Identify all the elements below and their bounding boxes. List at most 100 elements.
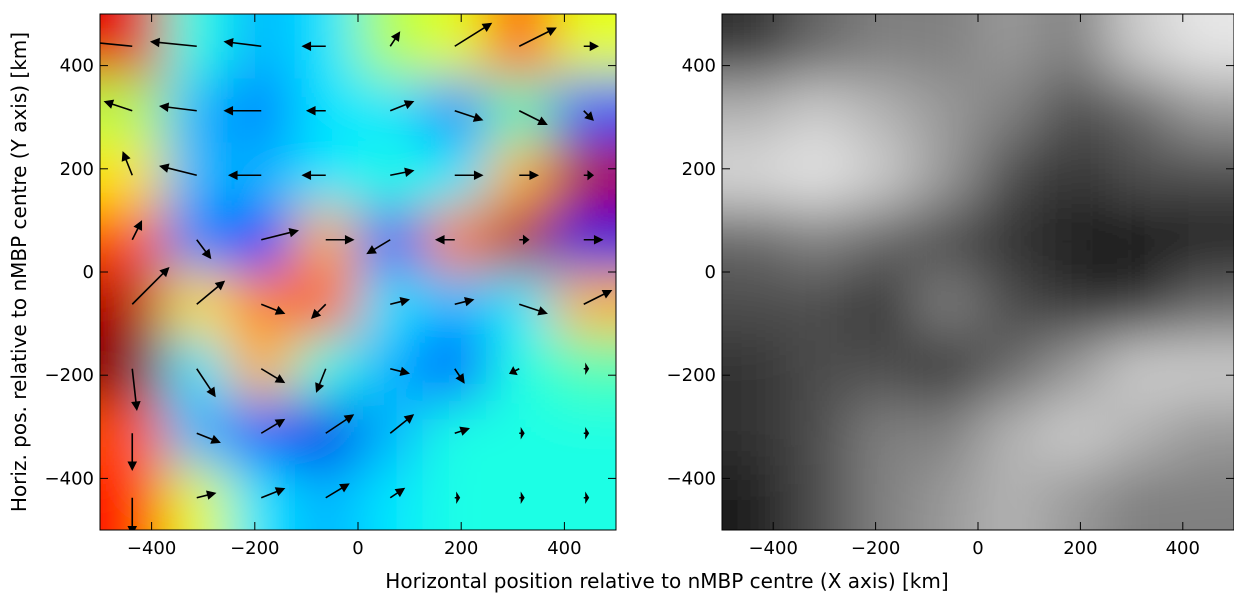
quiver-arrow — [454, 368, 465, 384]
quiver-arrow — [196, 432, 221, 444]
plot-area — [100, 14, 616, 530]
quiver-arrow — [121, 151, 133, 176]
quiver-arrow — [454, 296, 475, 307]
quiver-arrow — [196, 490, 217, 500]
quiver-arrow — [149, 37, 197, 48]
heatmap-cell — [1106, 272, 1170, 337]
quiver-arrow — [260, 487, 286, 499]
heatmap-cell — [722, 272, 786, 337]
y-tick-label: 0 — [705, 262, 716, 283]
quiver-arrow — [223, 37, 262, 48]
quiver-arrow — [434, 234, 455, 245]
heatmap-cell — [100, 78, 165, 143]
heatmap-cell — [1170, 272, 1234, 337]
heatmap-cell — [914, 14, 978, 79]
heatmap-cell — [1170, 207, 1234, 272]
x-axis-label: Horizontal position relative to nMBP cen… — [385, 569, 948, 593]
heatmap-cell — [1106, 336, 1170, 401]
quiver-arrow — [159, 163, 197, 177]
quiver-arrow — [301, 41, 326, 52]
quiver-arrow — [103, 99, 133, 112]
y-tick-label: −400 — [667, 468, 716, 489]
heatmap-cell — [1170, 143, 1234, 208]
quiver-arrow — [158, 102, 197, 112]
x-tick-label: −200 — [230, 538, 279, 559]
quiver-arrow — [227, 170, 262, 181]
quiver-arrow — [454, 22, 493, 47]
heatmap-cell — [551, 143, 616, 208]
heatmap-cell — [978, 14, 1042, 79]
heatmap-cell — [1042, 465, 1106, 530]
x-tick-label: 400 — [547, 538, 581, 559]
quiver-arrow — [325, 234, 355, 245]
x-tick-label: −400 — [127, 538, 176, 559]
heatmap-cell — [914, 465, 978, 530]
y-axis-label: Horiz. pos. relative to nMBP centre (Y a… — [7, 32, 31, 512]
heatmap — [100, 14, 616, 530]
heatmap-cell — [100, 401, 165, 466]
quiver-arrow — [583, 41, 599, 52]
quiver-arrow — [366, 239, 391, 255]
quiver-arrow — [583, 170, 595, 181]
heatmap-cell — [551, 78, 616, 143]
heatmap-cell — [722, 336, 786, 401]
quiver-arrow — [260, 303, 286, 315]
quiver-arrow — [196, 368, 216, 398]
heatmap-cell — [850, 14, 914, 79]
quiver-arrow — [310, 303, 327, 320]
heatmap-cell — [914, 401, 978, 466]
heatmap-cell — [487, 14, 552, 79]
heatmap-cell — [422, 14, 487, 79]
quiver-arrow — [583, 427, 590, 440]
heatmap-cell — [722, 465, 786, 530]
heatmap-cell — [850, 143, 914, 208]
quiver-arrow — [127, 497, 138, 530]
quiver-arrow — [301, 170, 326, 181]
quiver-arrow — [389, 31, 401, 47]
x-tick-label: 400 — [1166, 538, 1200, 559]
y-tick-label: 400 — [60, 56, 94, 77]
quiver-arrow — [519, 491, 525, 504]
heatmap-cell — [551, 272, 616, 337]
x-tick-label: 0 — [352, 538, 363, 559]
heatmap-cell — [850, 401, 914, 466]
heatmap-cell — [978, 207, 1042, 272]
heatmap-cell — [786, 14, 850, 79]
y-tick-label: 200 — [60, 159, 94, 180]
heatmap-cell — [786, 207, 850, 272]
quiver-arrow — [389, 487, 406, 499]
heatmap-cell — [850, 207, 914, 272]
heatmap-cell — [914, 336, 978, 401]
quiver-arrow — [518, 27, 557, 47]
x-tick-label: 0 — [972, 538, 983, 559]
quiver-arrow — [260, 368, 286, 384]
quiver-arrow — [583, 289, 613, 305]
quiver-arrow — [583, 234, 604, 245]
heatmap-cell — [914, 78, 978, 143]
quiver-arrow — [315, 368, 327, 393]
heatmap-cell — [850, 465, 914, 530]
heatmap-cell — [722, 14, 786, 79]
heatmap-cell — [786, 143, 850, 208]
heatmap-cell — [722, 143, 786, 208]
heatmap-cell — [978, 272, 1042, 337]
heatmap-cell — [722, 401, 786, 466]
heatmap-cell — [1170, 78, 1234, 143]
quiver-arrow — [583, 362, 590, 375]
heatmap-cell — [914, 143, 978, 208]
heatmap-cell — [1106, 14, 1170, 79]
heatmap-cell — [1042, 143, 1106, 208]
heatmap-cell — [358, 14, 423, 79]
heatmap-cell — [551, 14, 616, 79]
heatmap-cell — [1170, 401, 1234, 466]
heatmap-cell — [1106, 143, 1170, 208]
heatmap-cell — [786, 78, 850, 143]
heatmap-cell — [978, 143, 1042, 208]
quiver-arrow — [131, 266, 170, 305]
heatmap — [722, 14, 1234, 530]
quiver-arrow — [583, 491, 590, 504]
quiver-arrow — [196, 239, 212, 260]
quiver-arrow — [100, 42, 133, 48]
heatmap-cell — [1042, 401, 1106, 466]
